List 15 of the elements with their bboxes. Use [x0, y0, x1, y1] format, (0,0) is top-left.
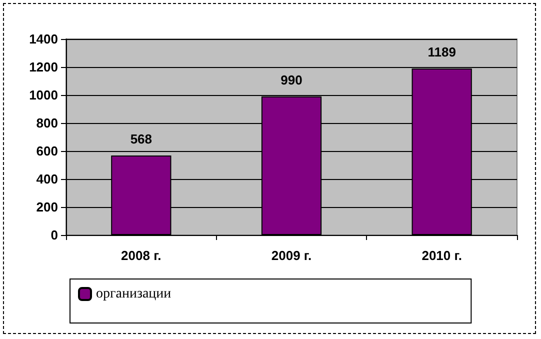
y-tick-label: 200 [36, 200, 58, 214]
data-label: 1189 [428, 44, 456, 60]
y-tick-label: 800 [36, 116, 58, 130]
y-tick-label: 0 [50, 228, 58, 242]
y-tick-label: 1400 [29, 32, 58, 46]
y-tick-label: 600 [36, 144, 58, 158]
data-label: 568 [130, 131, 152, 146]
y-tick-label: 1000 [29, 88, 58, 102]
x-tick-label: 2010 г. [422, 248, 462, 263]
legend-label: организации [96, 286, 172, 302]
y-tick-label: 1200 [29, 60, 58, 74]
x-tick-label: 2009 г. [271, 248, 312, 263]
x-tick-label: 2008 г. [121, 248, 162, 263]
y-tick-label: 400 [36, 172, 58, 186]
data-label: 990 [280, 72, 302, 88]
